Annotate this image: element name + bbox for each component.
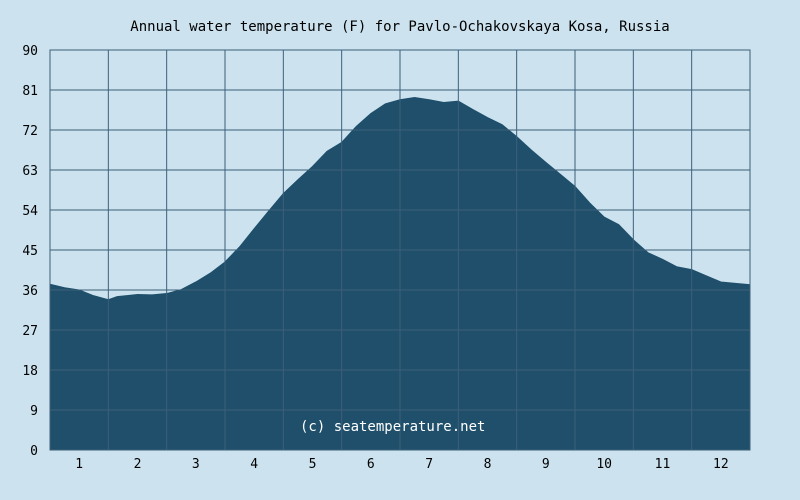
x-tick-label: 5: [309, 457, 317, 472]
y-tick-label: 54: [22, 204, 38, 219]
y-tick-label: 0: [30, 444, 38, 459]
y-tick-label: 81: [22, 84, 38, 99]
y-tick-label: 63: [22, 164, 38, 179]
x-tick-label: 2: [134, 457, 142, 472]
y-tick-label: 72: [22, 124, 38, 139]
y-tick-label: 18: [22, 364, 38, 379]
x-tick-label: 7: [425, 457, 433, 472]
y-tick-label: 90: [22, 44, 38, 59]
plot-frame: [49, 49, 751, 451]
y-tick-label: 9: [30, 404, 38, 419]
x-tick-label: 8: [484, 457, 492, 472]
x-tick-label: 9: [542, 457, 550, 472]
y-tick-label: 36: [22, 284, 38, 299]
y-tick-label: 27: [22, 324, 38, 339]
x-tick-label: 10: [596, 457, 612, 472]
x-tick-label: 3: [192, 457, 200, 472]
x-tick-label: 4: [250, 457, 258, 472]
watermark: (c) seatemperature.net: [300, 419, 486, 435]
y-tick-label: 45: [22, 244, 38, 259]
x-tick-label: 6: [367, 457, 375, 472]
chart-title: Annual water temperature (F) for Pavlo-O…: [130, 19, 670, 35]
x-tick-label: 12: [713, 457, 729, 472]
x-tick-label: 1: [75, 457, 83, 472]
x-tick-label: 11: [655, 457, 671, 472]
